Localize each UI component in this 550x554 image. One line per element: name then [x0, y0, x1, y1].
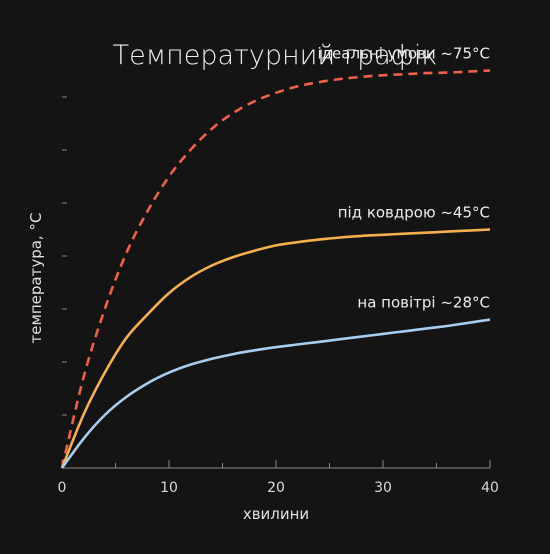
x-axis-label: хвилини — [243, 505, 309, 523]
series-labels: ідеальні умови ~75°C під ковдрою ~45°C на … — [318, 45, 491, 312]
x-tick-label: 30 — [374, 480, 392, 496]
series-ideal-label: ідеальні умови ~75°C — [318, 45, 491, 63]
y-ticks — [62, 96, 67, 416]
series-air-label: на повітрі ~28°C — [357, 294, 490, 312]
x-tick-label: 10 — [160, 480, 178, 496]
y-axis-label: температура, °C — [27, 213, 45, 344]
series-lines — [60, 69, 491, 469]
x-tick-label: 20 — [267, 480, 285, 496]
x-tick-label: 0 — [58, 480, 67, 496]
chart-title: Температурний графік — [113, 40, 438, 71]
series-blanket-line — [60, 228, 491, 469]
x-ticks: 0 10 20 30 40 — [58, 460, 499, 496]
series-blanket-label: під ковдрою ~45°C — [338, 204, 490, 222]
series-air-line — [60, 318, 491, 469]
series-ideal-line — [60, 69, 491, 469]
x-tick-label: 40 — [481, 480, 499, 496]
